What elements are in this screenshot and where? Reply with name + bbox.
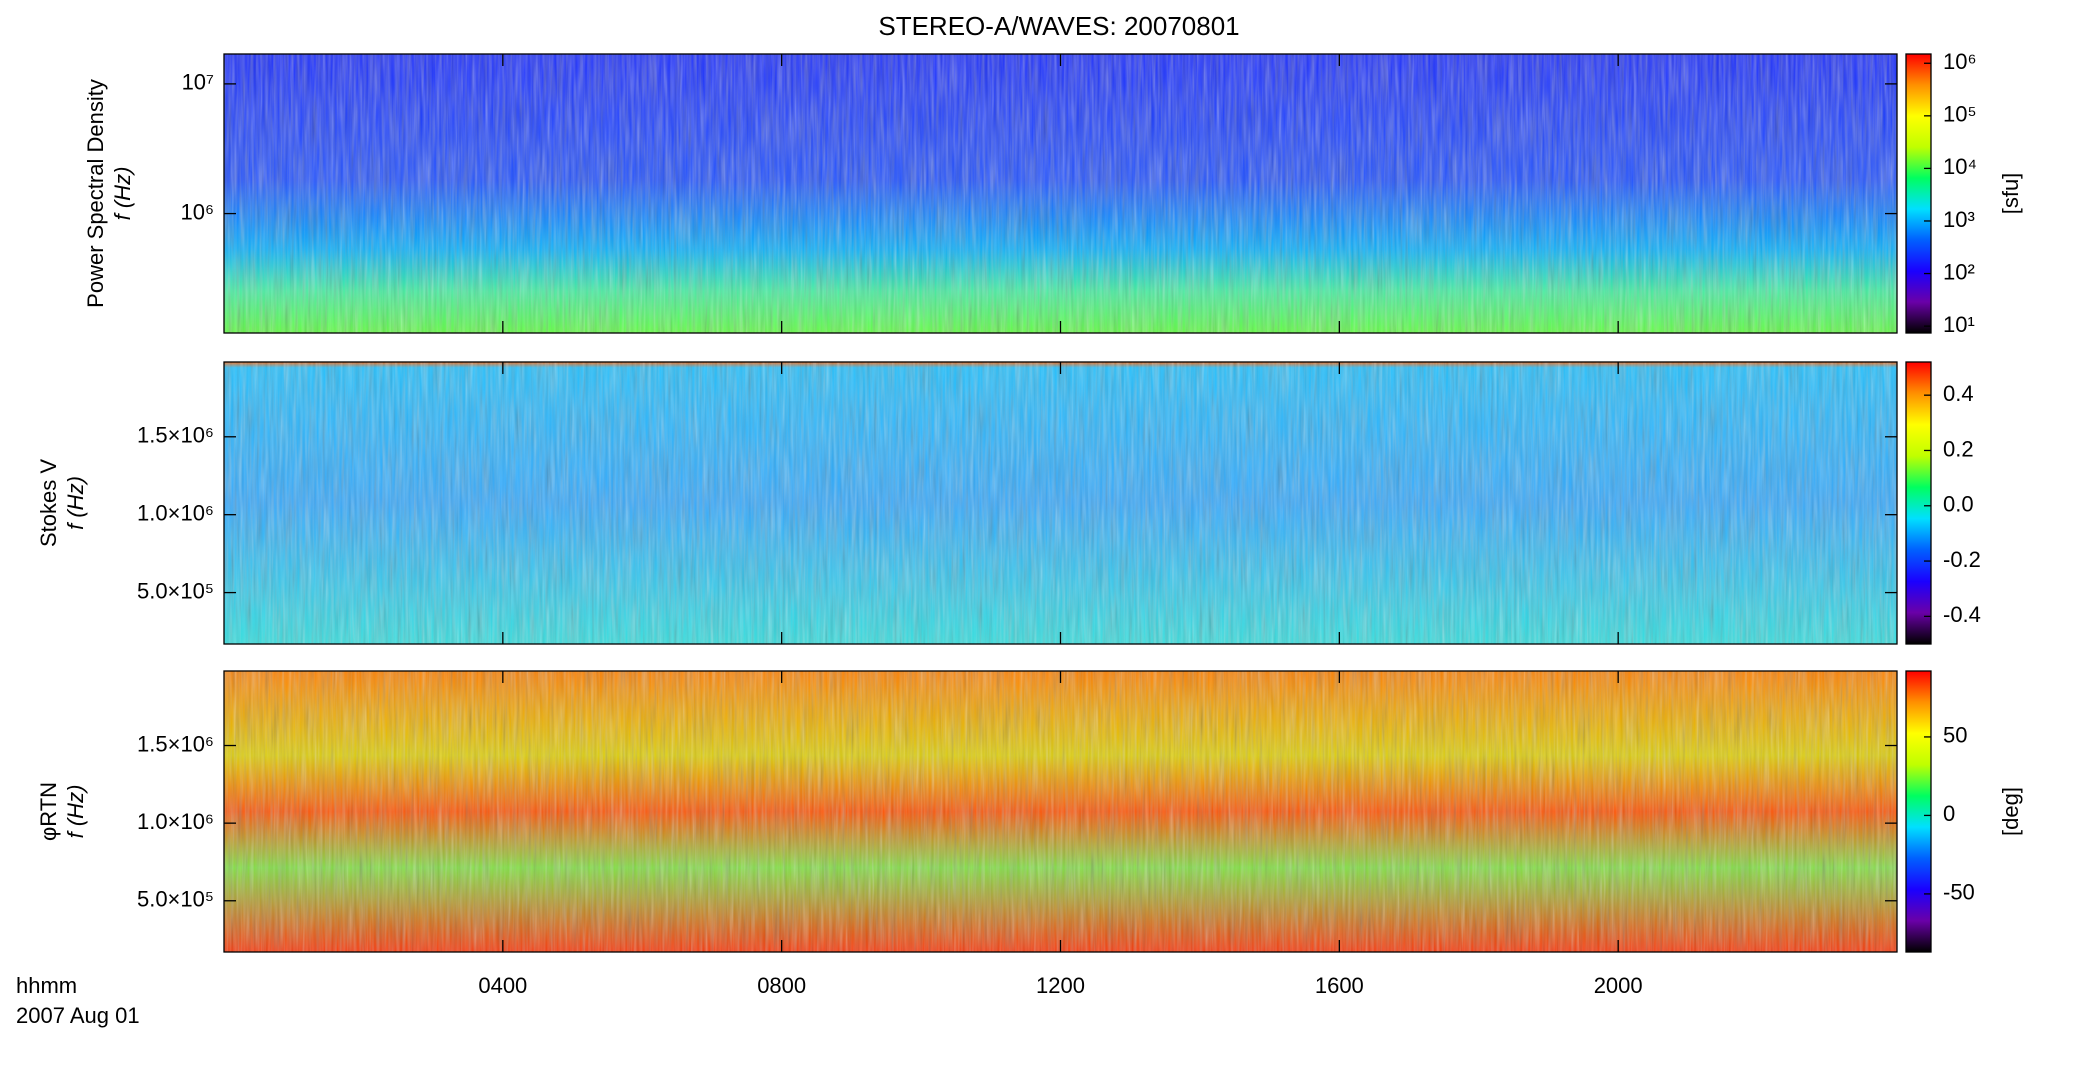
colorbar-tick-label: 10⁶ <box>1943 49 1977 74</box>
y-axis-label: f (Hz) <box>110 167 135 221</box>
colorbar <box>1905 53 1932 334</box>
date-label: 2007 Aug 01 <box>16 1003 140 1028</box>
y-tick-label: 5.0×10⁵ <box>137 578 214 603</box>
y-tick-label: 5.0×10⁵ <box>137 887 214 912</box>
y-tick-label: 1.5×10⁶ <box>137 731 214 756</box>
y-tick-label: 1.0×10⁶ <box>137 809 214 834</box>
colorbar-tick-label: 10⁵ <box>1943 102 1977 127</box>
x-tick-label: 1200 <box>1036 973 1085 998</box>
colorbar-tick-label: 10⁴ <box>1943 154 1977 179</box>
y-axis-label: Power Spectral Density <box>83 79 108 308</box>
colorbar-label: [sfu] <box>1998 173 2023 215</box>
y-axis-label: f (Hz) <box>63 785 88 839</box>
colorbar-tick-label: 0.2 <box>1943 436 1974 461</box>
chart-title: STEREO-A/WAVES: 20070801 <box>878 11 1239 41</box>
colorbar-tick-label: 0.4 <box>1943 381 1974 406</box>
spectrogram-texture <box>224 362 1897 644</box>
colorbar-tick-label: 50 <box>1943 723 1967 748</box>
colorbar-tick-label: 0.0 <box>1943 492 1974 517</box>
y-axis-label: φRTN <box>36 782 61 841</box>
colorbar <box>1905 361 1932 645</box>
colorbar-tick-label: 10¹ <box>1943 312 1975 337</box>
colorbar-tick-label: 10² <box>1943 259 1975 284</box>
colorbar <box>1905 670 1932 953</box>
colorbar-tick-label: 10³ <box>1943 207 1975 232</box>
y-tick-label: 10⁷ <box>182 70 214 95</box>
spectrogram-texture <box>224 671 1897 952</box>
y-tick-label: 1.0×10⁶ <box>137 500 214 525</box>
colorbar-tick-label: 0 <box>1943 801 1955 826</box>
x-tick-label: 2000 <box>1594 973 1643 998</box>
y-axis-label: Stokes V <box>36 459 61 547</box>
x-axis-label: hhmm <box>16 973 77 998</box>
y-axis-label: f (Hz) <box>63 476 88 530</box>
colorbar-tick-label: -0.2 <box>1943 547 1981 572</box>
x-tick-label: 1600 <box>1315 973 1364 998</box>
x-tick-label: 0800 <box>757 973 806 998</box>
x-tick-label: 0400 <box>478 973 527 998</box>
y-tick-label: 1.5×10⁶ <box>137 423 214 448</box>
colorbar-tick-label: -0.4 <box>1943 602 1981 627</box>
spectrogram-texture <box>224 54 1897 333</box>
y-tick-label: 10⁶ <box>180 199 214 224</box>
colorbar-label: [deg] <box>1998 787 2023 836</box>
colorbar-tick-label: -50 <box>1943 880 1975 905</box>
